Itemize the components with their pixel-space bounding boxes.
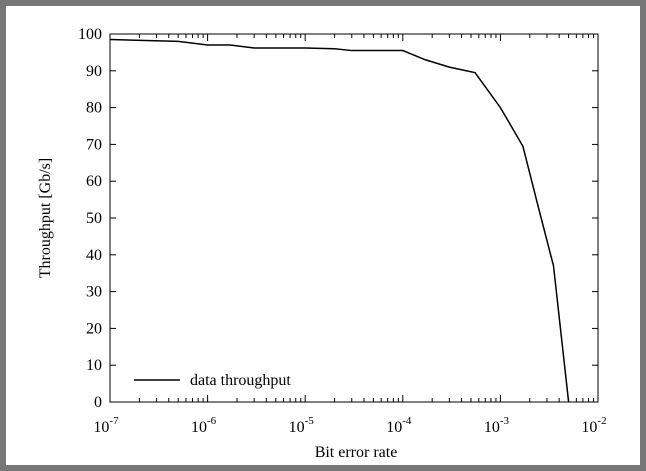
x-tick-label: 10-4 <box>386 415 412 436</box>
x-tick-label-exponent: -3 <box>500 415 510 427</box>
x-tick-label-exponent: -5 <box>305 415 315 427</box>
y-tick-labels: 0 10 20 30 40 50 60 70 80 90 100 <box>78 26 102 411</box>
y-tick-label: 60 <box>86 173 102 190</box>
y-tick-label: 50 <box>86 210 102 227</box>
x-tick-label-exponent: -7 <box>109 415 119 427</box>
plot-area <box>109 33 599 403</box>
x-tick-label-base: 10 <box>581 419 597 436</box>
y-tick-label: 100 <box>78 26 102 43</box>
major-ticks <box>109 33 599 403</box>
y-axis-title: Throughput [Gb/s] <box>37 158 54 278</box>
minor-ticks <box>138 34 595 402</box>
x-axis-title: Bit error rate <box>315 444 398 461</box>
x-tick-label: 10-6 <box>191 415 217 436</box>
x-tick-label: 10-7 <box>93 415 119 436</box>
x-tick-label-exponent: -6 <box>207 415 217 427</box>
x-tick-label-base: 10 <box>93 419 109 436</box>
legend: data throughput <box>134 372 291 389</box>
x-tick-label-base: 10 <box>484 419 500 436</box>
series-line-data-throughput <box>109 38 570 403</box>
x-tick-labels: 10-7 10-6 10-5 10-4 10-3 10-2 <box>93 415 606 436</box>
y-tick-label: 30 <box>86 284 102 301</box>
x-tick-label-exponent: -4 <box>402 415 412 427</box>
y-tick-label: 0 <box>94 394 102 411</box>
y-tick-label: 40 <box>86 247 102 264</box>
y-tick-label: 80 <box>86 100 102 117</box>
x-tick-label: 10-3 <box>484 415 510 436</box>
x-tick-label-base: 10 <box>289 419 305 436</box>
y-tick-label: 20 <box>86 320 102 337</box>
x-tick-label-base: 10 <box>386 419 402 436</box>
y-tick-label: 10 <box>86 357 102 374</box>
x-tick-label-exponent: -2 <box>597 415 606 427</box>
chart-frame: 0 10 20 30 40 50 60 70 80 90 100 10-7 10-6 10-5 10-4 1… <box>6 6 640 465</box>
y-tick-label: 90 <box>86 63 102 80</box>
x-tick-label: 10-5 <box>289 415 315 436</box>
y-tick-label: 70 <box>86 136 102 153</box>
x-tick-label: 10-2 <box>581 415 606 436</box>
x-tick-label-base: 10 <box>191 419 207 436</box>
legend-label: data throughput <box>190 372 291 389</box>
